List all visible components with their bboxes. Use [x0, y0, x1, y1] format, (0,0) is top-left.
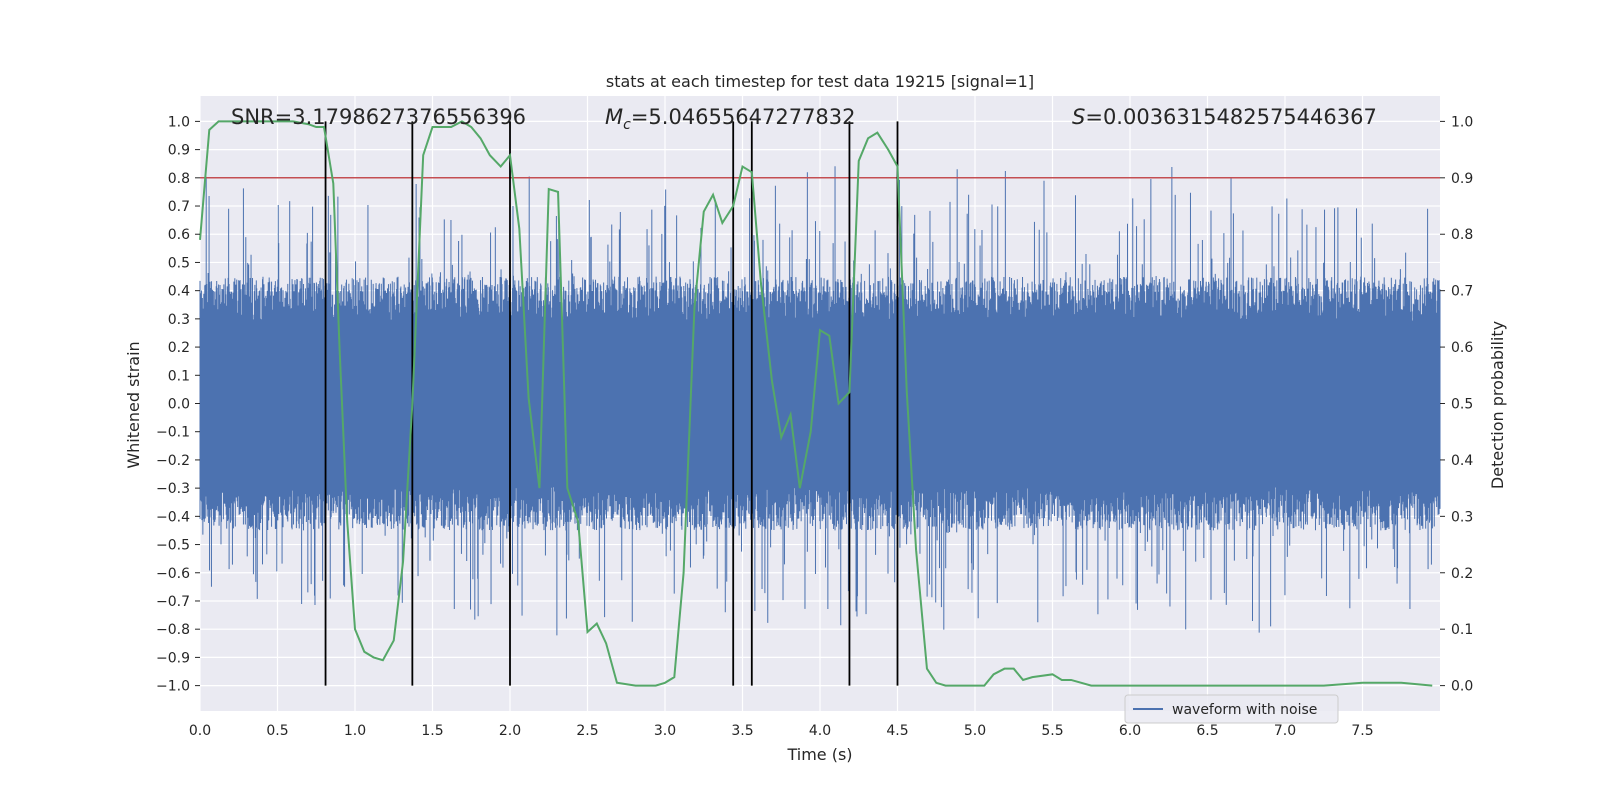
y-right-tick-label: 0.6 — [1451, 340, 1473, 356]
y-right-tick-label: 0.3 — [1451, 509, 1473, 525]
x-axis-label: Time (s) — [786, 745, 852, 764]
y-left-tick-label: −0.9 — [156, 650, 190, 666]
x-tick-label: 6.5 — [1196, 723, 1218, 739]
legend-box — [1124, 694, 1339, 724]
x-tick-label: 1.0 — [344, 723, 366, 739]
y-left-tick-label: 0.3 — [168, 312, 190, 328]
x-tick-label: 3.0 — [654, 723, 676, 739]
vertical-markers — [324, 121, 899, 686]
chirp-mass-value: =5.04655647277832 — [631, 105, 856, 129]
x-tick-label: 3.5 — [731, 723, 753, 739]
x-tick-label: 4.0 — [809, 723, 831, 739]
y-left-tick-label: −0.6 — [156, 566, 190, 582]
chart-title: stats at each timestep for test data 192… — [606, 72, 1034, 91]
y-left-tick-label: 0.1 — [168, 368, 190, 384]
y-right-tick-label: 0.0 — [1451, 679, 1473, 695]
s-symbol: S — [1072, 105, 1085, 129]
x-tick-label: 7.0 — [1274, 723, 1296, 739]
y-left-tick-label: 0.0 — [168, 397, 190, 413]
x-tick-label: 7.5 — [1351, 723, 1373, 739]
probability-series — [199, 120, 1433, 687]
x-tick-label: 5.0 — [964, 723, 986, 739]
s-annotation: S=0.0036315482575446367 — [1072, 105, 1377, 129]
x-tick-labels: 0.0 0.5 1.0 1.5 2.0 2.5 3.0 3.5 4.0 4.5 5.0 5.5 6.0 6… — [189, 723, 1374, 739]
x-tick-label: 5.5 — [1041, 723, 1063, 739]
probability-line — [199, 120, 1433, 687]
x-tick-label: 6.0 — [1119, 723, 1141, 739]
chirp-mass-symbol: M — [605, 105, 623, 129]
x-tick-label: 1.5 — [421, 723, 443, 739]
y-left-tick-label: 0.7 — [168, 199, 190, 215]
y-left-tick-label: −0.2 — [156, 453, 190, 469]
y-right-tick-label: 0.7 — [1451, 284, 1473, 300]
y-left-tick-label: 0.9 — [168, 143, 190, 159]
y-left-axis-label: Whitened strain — [124, 341, 143, 468]
y-left-tick-label: 0.2 — [168, 340, 190, 356]
x-tick-label: 0.0 — [189, 723, 211, 739]
y-left-tick-label: 0.6 — [168, 227, 190, 243]
y-left-tick-label: −0.8 — [156, 622, 190, 638]
legend-label: waveform with noise — [1172, 702, 1317, 718]
x-tick-label: 2.0 — [499, 723, 521, 739]
y-right-tick-label: 0.8 — [1451, 227, 1473, 243]
y-right-axis-label: Detection probability — [1488, 321, 1507, 489]
legend: waveform with noise — [1124, 694, 1339, 724]
waveform-series — [199, 166, 1441, 636]
y-left-tick-label: −0.4 — [156, 509, 190, 525]
y-right-tick-label: 0.2 — [1451, 566, 1473, 582]
y-left-tick-label: 1.0 — [168, 114, 190, 130]
snr-annotation: SNR=3.1798627376556396 — [231, 105, 526, 129]
y-left-tick-label: −0.5 — [156, 538, 190, 554]
y-right-tick-label: 0.9 — [1451, 171, 1473, 187]
x-tick-label: 2.5 — [576, 723, 598, 739]
y-right-tick-label: 0.1 — [1451, 622, 1473, 638]
y-left-tick-label: −1.0 — [156, 679, 190, 695]
x-tick-label: 4.5 — [886, 723, 908, 739]
y-left-tick-label: 0.4 — [168, 284, 190, 300]
chirp-mass-subscript: c — [623, 117, 631, 133]
y-left-tick-label: 0.5 — [168, 255, 190, 271]
y-right-tick-label: 0.4 — [1451, 453, 1473, 469]
y-right-tick-labels: 1.0 0.9 0.8 0.7 0.6 0.5 0.4 0.3 0.2 0.1 0.0 — [1440, 114, 1473, 695]
y-right-tick-label: 1.0 — [1451, 114, 1473, 130]
y-left-tick-label: −0.7 — [156, 594, 190, 610]
y-right-tick-label: 0.5 — [1451, 397, 1473, 413]
x-tick-label: 0.5 — [266, 723, 288, 739]
s-value: =0.0036315482575446367 — [1085, 105, 1377, 129]
y-left-tick-label: −0.1 — [156, 425, 190, 441]
y-left-tick-labels: 1.0 0.9 0.8 0.7 0.6 0.5 0.4 0.3 0.2 0.1 0.0 −0.1 −0.… — [156, 114, 200, 695]
chirp-mass-annotation: Mc=5.04655647277832 — [605, 105, 856, 133]
y-left-tick-label: 0.8 — [168, 171, 190, 187]
y-left-tick-label: −0.3 — [156, 481, 190, 497]
